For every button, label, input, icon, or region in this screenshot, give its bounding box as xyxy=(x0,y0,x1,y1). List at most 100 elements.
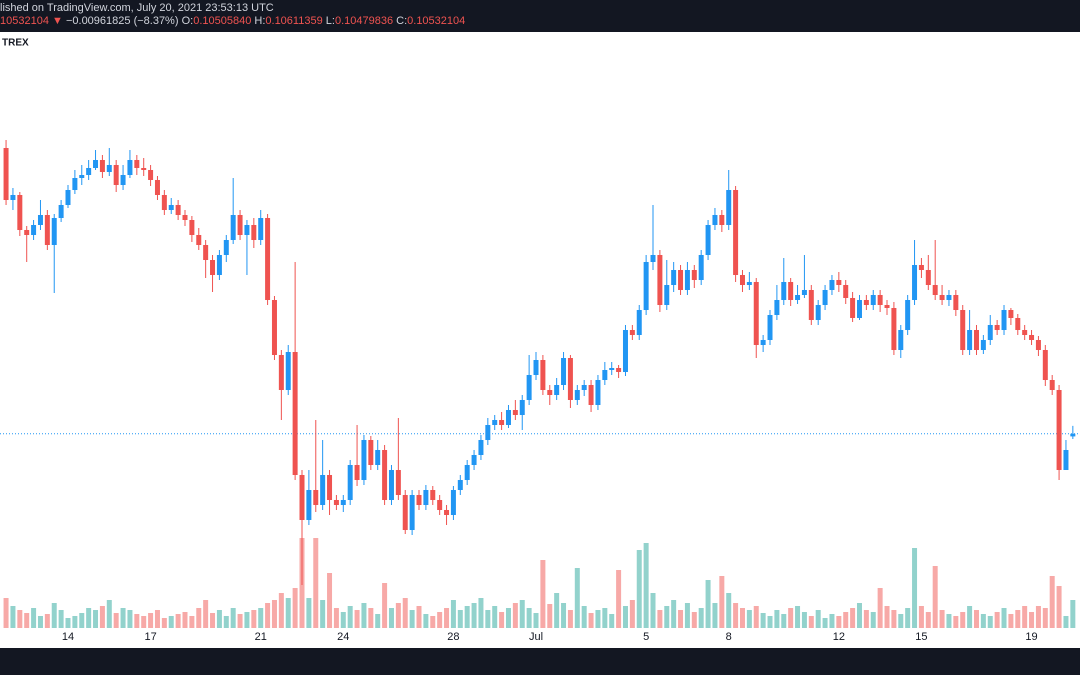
candle-body xyxy=(932,285,938,295)
volume-bar xyxy=(815,610,821,628)
header-bar: lished on TradingView.com, July 20, 2021… xyxy=(0,0,1080,32)
candle-body xyxy=(671,270,677,285)
candle-body xyxy=(877,295,883,305)
volume-bar xyxy=(271,600,277,628)
candle-body xyxy=(450,490,456,515)
candle-body xyxy=(574,390,580,400)
volume-bar xyxy=(1001,608,1007,628)
volume-bar xyxy=(395,603,401,628)
volume-bar xyxy=(1035,606,1041,628)
candle-body xyxy=(788,282,794,300)
volume-bar xyxy=(733,603,739,628)
volume-bar xyxy=(437,612,443,628)
volume-bar xyxy=(891,610,897,628)
volume-bar xyxy=(292,588,298,628)
volume-bar xyxy=(450,600,456,628)
volume-bar xyxy=(416,606,422,628)
candle-body xyxy=(17,195,23,230)
volume-bar xyxy=(843,612,849,628)
candle-body xyxy=(664,285,670,305)
candle-body xyxy=(203,245,209,260)
candle-body xyxy=(478,440,484,455)
candle-body xyxy=(657,255,663,305)
candle-body xyxy=(1035,340,1041,350)
candle-body xyxy=(939,295,945,300)
x-tick-label: 14 xyxy=(62,631,74,643)
candle-body xyxy=(946,295,952,300)
volume-bar xyxy=(278,593,284,628)
candle-body xyxy=(244,225,250,235)
candle-body xyxy=(856,300,862,318)
volume-bar xyxy=(925,612,931,628)
volume-bar xyxy=(258,608,264,628)
candle-body xyxy=(636,310,642,335)
volume-bar xyxy=(320,600,326,628)
candle-body xyxy=(37,215,43,225)
candle-body xyxy=(1001,310,1007,330)
candle-body xyxy=(320,475,326,505)
volume-bar xyxy=(1049,576,1055,628)
candle-body xyxy=(808,290,814,320)
candle-body xyxy=(24,230,30,235)
candle-body xyxy=(1063,450,1069,470)
candle-body xyxy=(72,178,78,190)
volume-bar xyxy=(361,603,367,628)
volume-bar xyxy=(781,614,787,628)
volume-bar xyxy=(478,598,484,628)
candle-body xyxy=(368,440,374,465)
volume-bar xyxy=(375,614,381,628)
x-tick-label: 19 xyxy=(1025,631,1037,643)
candle-body xyxy=(602,370,608,380)
volume-bar xyxy=(210,613,216,628)
volume-bar xyxy=(533,613,539,628)
volume-bar xyxy=(203,600,209,628)
volume-bar xyxy=(3,598,9,628)
volume-bar xyxy=(444,608,450,628)
volume-bar xyxy=(175,614,181,628)
volume-bar xyxy=(561,603,567,628)
candle-body xyxy=(801,290,807,295)
candle-body xyxy=(31,225,37,235)
volume-bar xyxy=(540,560,546,628)
candle-body xyxy=(444,510,450,515)
candle-body xyxy=(3,148,9,200)
volume-bar xyxy=(712,603,718,628)
candle-body xyxy=(526,375,532,400)
candle-body xyxy=(327,475,333,500)
candle-body xyxy=(967,330,973,350)
candle-body xyxy=(595,380,601,405)
volume-bar xyxy=(327,573,333,628)
volume-bar xyxy=(595,610,601,628)
candle-body xyxy=(306,490,312,520)
volume-bar xyxy=(678,610,684,628)
candle-body xyxy=(753,282,759,345)
volume-bar xyxy=(898,614,904,628)
volume-bar xyxy=(519,600,525,628)
volume-bar xyxy=(664,606,670,628)
volume-bar xyxy=(967,606,973,628)
volume-bar xyxy=(154,610,160,628)
volume-bar xyxy=(230,608,236,628)
volume-bar xyxy=(499,612,505,628)
volume-bar xyxy=(684,603,690,628)
volume-bar xyxy=(616,570,622,628)
candle-body xyxy=(423,490,429,505)
candle-body xyxy=(141,168,147,170)
volume-bar xyxy=(141,616,147,628)
candle-body xyxy=(622,330,628,372)
candle-body xyxy=(1049,380,1055,390)
volume-bar xyxy=(912,548,918,628)
volume-bar xyxy=(1022,606,1028,628)
candle-body xyxy=(960,310,966,350)
change-arrow: ▼ xyxy=(52,15,63,27)
volume-bar xyxy=(609,614,615,628)
candle-body xyxy=(409,495,415,530)
candle-body xyxy=(457,480,463,490)
candle-body xyxy=(540,360,546,390)
candle-body xyxy=(416,495,422,505)
candle-body xyxy=(44,215,50,245)
x-tick-label: 24 xyxy=(337,631,349,643)
ohlc-label: L: xyxy=(325,15,335,27)
volume-bar xyxy=(691,612,697,628)
